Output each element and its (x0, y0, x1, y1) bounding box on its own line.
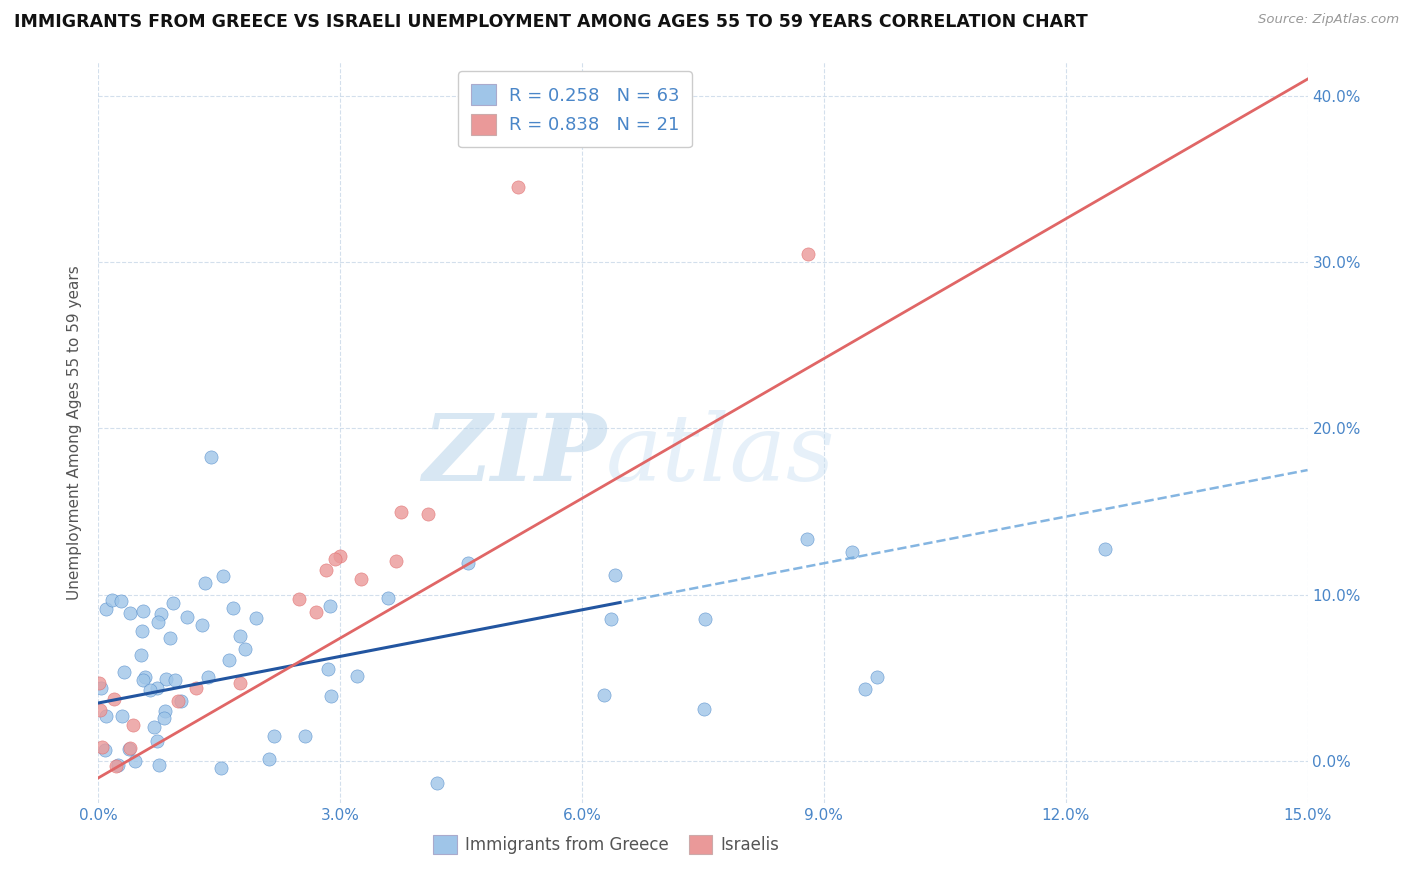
Point (145, 733, 167, 747)
Point (143, 720, 166, 734)
Point (132, 673, 155, 687)
Point (120, 740, 142, 755)
Point (118, 742, 141, 756)
Point (319, 690, 342, 704)
Point (103, 691, 125, 706)
Point (257, 752, 280, 766)
Point (263, 729, 285, 743)
Point (329, 549, 352, 564)
Point (107, 758, 129, 772)
Point (228, 675, 250, 690)
Point (797, 246, 820, 260)
Point (112, 665, 135, 679)
Point (134, 671, 156, 685)
Point (288, 592, 311, 607)
Point (796, 532, 818, 546)
Point (211, 569, 233, 583)
Point (319, 599, 342, 613)
Point (176, 609, 198, 624)
Point (194, 575, 217, 590)
Point (245, 611, 267, 625)
Point (853, 681, 876, 696)
Point (377, 591, 399, 605)
Text: atlas: atlas (606, 409, 835, 500)
Point (1094, 541, 1116, 556)
Point (87, 676, 110, 690)
Point (145, 681, 167, 696)
Point (104, 758, 127, 772)
Point (131, 624, 153, 639)
Text: Source: ZipAtlas.com: Source: ZipAtlas.com (1258, 13, 1399, 27)
Point (506, 180, 529, 194)
Point (94, 602, 117, 616)
Point (148, 758, 170, 772)
Point (457, 556, 479, 570)
Point (124, 755, 146, 769)
Point (593, 689, 616, 703)
Point (316, 662, 339, 676)
Point (695, 612, 717, 626)
Point (294, 730, 316, 744)
Point (346, 669, 368, 683)
Point (200, 450, 222, 464)
Point (111, 709, 134, 723)
Point (165, 673, 187, 688)
Point (841, 545, 863, 559)
Point (155, 672, 177, 686)
Point (155, 704, 177, 718)
Point (693, 701, 716, 715)
Point (191, 618, 214, 632)
Point (162, 596, 184, 610)
Point (389, 505, 412, 519)
Point (122, 718, 145, 732)
Point (218, 653, 240, 667)
Point (603, 568, 626, 582)
Text: ZIP: ZIP (422, 409, 606, 500)
Text: IMMIGRANTS FROM GREECE VS ISRAELI UNEMPLOYMENT AMONG AGES 55 TO 59 YEARS CORRELA: IMMIGRANTS FROM GREECE VS ISRAELI UNEMPL… (14, 13, 1088, 31)
Y-axis label: Unemployment Among Ages 55 to 59 years: Unemployment Among Ages 55 to 59 years (67, 265, 83, 600)
Point (416, 507, 439, 521)
Point (139, 683, 162, 698)
Legend: Immigrants from Greece, Israelis: Immigrants from Greece, Israelis (426, 829, 786, 861)
Point (599, 612, 621, 626)
Point (132, 604, 155, 618)
Point (152, 711, 174, 725)
Point (315, 563, 337, 577)
Point (323, 552, 346, 566)
Point (159, 631, 181, 645)
Point (184, 681, 207, 695)
Point (110, 594, 132, 608)
Point (350, 572, 373, 586)
Point (197, 670, 219, 684)
Point (150, 607, 173, 622)
Point (90, 681, 112, 696)
Point (384, 554, 406, 568)
Point (101, 592, 124, 607)
Point (91, 739, 114, 754)
Point (89, 703, 111, 717)
Point (146, 615, 169, 629)
Point (866, 670, 889, 684)
Point (118, 607, 141, 621)
Point (209, 760, 232, 774)
Point (129, 648, 152, 662)
Point (233, 642, 256, 657)
Point (167, 694, 190, 708)
Point (221, 601, 243, 615)
Point (426, 776, 449, 790)
Point (229, 629, 252, 643)
Point (94, 743, 117, 757)
Point (305, 605, 328, 619)
Point (94, 708, 117, 723)
Point (169, 693, 191, 707)
